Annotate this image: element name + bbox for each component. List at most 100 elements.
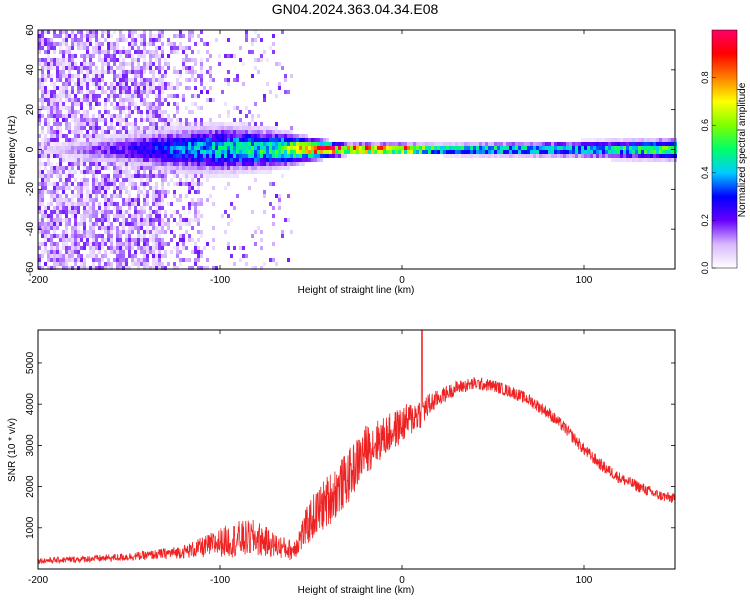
heatmap-cell <box>215 162 218 166</box>
heatmap-cell <box>119 214 122 218</box>
heatmap-cell <box>56 170 59 174</box>
heatmap-cell <box>152 234 155 238</box>
heatmap-cell <box>188 58 191 62</box>
heatmap-cell <box>539 146 542 150</box>
heatmap-cell <box>80 258 83 262</box>
heatmap-cell <box>155 142 158 146</box>
heatmap-cell <box>281 174 284 178</box>
heatmap-cell <box>251 126 254 130</box>
heatmap-cell <box>122 178 125 182</box>
heatmap-cell <box>65 62 68 66</box>
heatmap-cell <box>179 214 182 218</box>
heatmap-cell <box>152 218 155 222</box>
heatmap-cell <box>257 138 260 142</box>
heatmap-cell <box>131 158 134 162</box>
heatmap-cell <box>239 146 242 150</box>
heatmap-cell <box>665 154 668 158</box>
heatmap-cell <box>221 174 224 178</box>
heatmap-cell <box>293 134 296 138</box>
heatmap-cell <box>194 214 197 218</box>
heatmap-cell <box>65 206 68 210</box>
heatmap-cell <box>164 210 167 214</box>
heatmap-cell <box>44 178 47 182</box>
heatmap-cell <box>152 210 155 214</box>
heatmap-cell <box>80 90 83 94</box>
heatmap-cell <box>134 70 137 74</box>
heatmap-cell <box>119 110 122 114</box>
heatmap-cell <box>137 58 140 62</box>
heatmap-cell <box>128 102 131 106</box>
heatmap-cell <box>284 138 287 142</box>
heatmap-cell <box>80 46 83 50</box>
heatmap-cell <box>134 102 137 106</box>
heatmap-cell <box>374 150 377 154</box>
heatmap-cell <box>377 142 380 146</box>
heatmap-cell <box>155 258 158 262</box>
heatmap-cell <box>263 262 266 266</box>
heatmap-cell <box>170 162 173 166</box>
heatmap-cell <box>95 134 98 138</box>
heatmap-cell <box>131 198 134 202</box>
heatmap-cell <box>62 166 65 170</box>
heatmap-cell <box>47 162 50 166</box>
heatmap-cell <box>104 106 107 110</box>
heatmap-cell <box>92 242 95 246</box>
heatmap-cell <box>506 150 509 154</box>
heatmap-cell <box>149 66 152 70</box>
heatmap-cell <box>128 162 131 166</box>
heatmap-cell <box>161 50 164 54</box>
heatmap-cell <box>191 30 194 34</box>
heatmap-cell <box>47 190 50 194</box>
heatmap-cell <box>557 154 560 158</box>
heatmap-cell <box>128 110 131 114</box>
heatmap-cell <box>179 262 182 266</box>
heatmap-cell <box>257 166 260 170</box>
heatmap-cell <box>62 146 65 150</box>
heatmap-cell <box>77 142 80 146</box>
heatmap-cell <box>260 142 263 146</box>
heatmap-cell <box>596 142 599 146</box>
heatmap-cell <box>245 130 248 134</box>
heatmap-cell <box>89 154 92 158</box>
heatmap-cell <box>44 42 47 46</box>
heatmap-cell <box>143 218 146 222</box>
heatmap-cell <box>119 234 122 238</box>
heatmap-cell <box>116 178 119 182</box>
heatmap-cell <box>164 130 167 134</box>
heatmap-cell <box>131 34 134 38</box>
heatmap-cell <box>107 50 110 54</box>
heatmap-cell <box>251 138 254 142</box>
heatmap-cell <box>668 154 671 158</box>
heatmap-cell <box>224 146 227 150</box>
heatmap-cell <box>242 62 245 66</box>
heatmap-cell <box>275 138 278 142</box>
heatmap-cell <box>38 42 41 46</box>
heatmap-cell <box>122 102 125 106</box>
heatmap-cell <box>62 170 65 174</box>
heatmap-cell <box>65 214 68 218</box>
heatmap-cell <box>95 190 98 194</box>
heatmap-cell <box>71 54 74 58</box>
heatmap-cell <box>122 170 125 174</box>
heatmap-cell <box>59 130 62 134</box>
heatmap-cell <box>275 166 278 170</box>
heatmap-cell <box>104 118 107 122</box>
heatmap-cell <box>164 74 167 78</box>
heatmap-cell <box>407 150 410 154</box>
heatmap-cell <box>281 138 284 142</box>
heatmap-cell <box>101 222 104 226</box>
heatmap-cell <box>131 94 134 98</box>
heatmap-cell <box>113 54 116 58</box>
heatmap-cell <box>71 250 74 254</box>
heatmap-cell <box>80 194 83 198</box>
heatmap-cell <box>53 194 56 198</box>
heatmap-cell <box>146 194 149 198</box>
heatmap-cell <box>197 154 200 158</box>
heatmap-cell <box>224 130 227 134</box>
heatmap-cell <box>95 174 98 178</box>
heatmap-cell <box>98 150 101 154</box>
heatmap-cell <box>113 126 116 130</box>
heatmap-cell <box>647 154 650 158</box>
heatmap-cell <box>83 214 86 218</box>
heatmap-cell <box>62 202 65 206</box>
